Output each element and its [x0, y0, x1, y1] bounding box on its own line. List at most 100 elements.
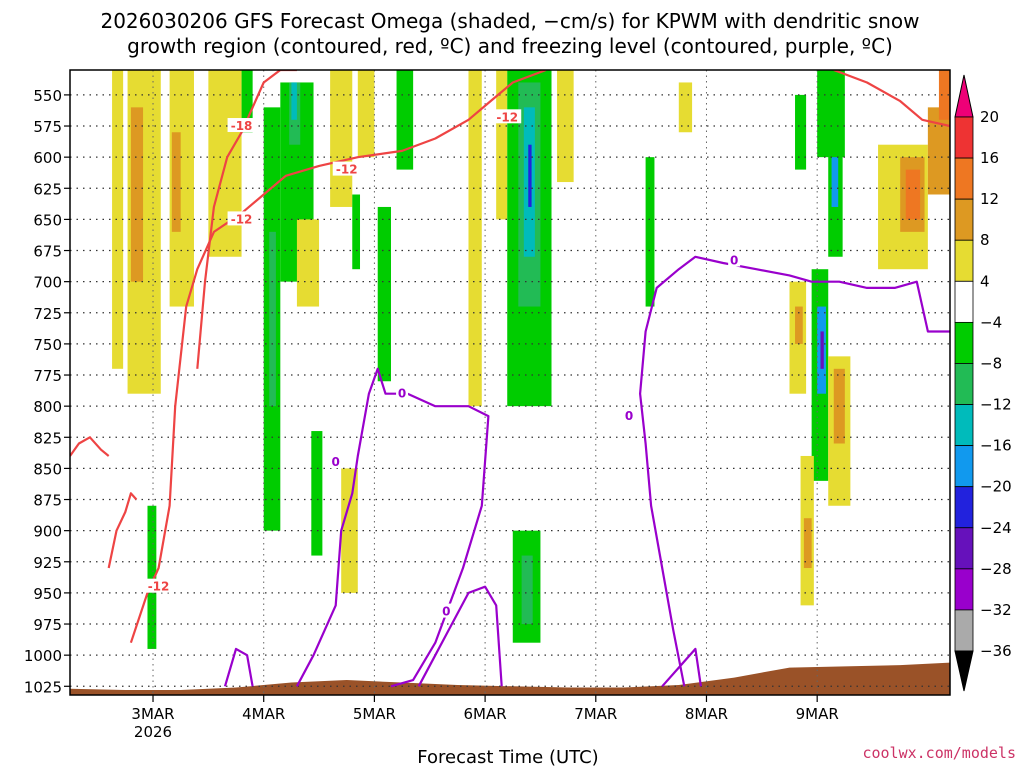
- y-tick-label-13: 875: [33, 492, 62, 510]
- dendritic-contour-0: [196, 70, 297, 369]
- colorbar-swatch-10: [954, 486, 974, 529]
- omega-cell-18: [352, 194, 361, 270]
- colorbar-swatch-9: [954, 445, 974, 488]
- dendritic-contour-label-bg-4: [493, 109, 522, 124]
- dendritic-contour-label-2: -12: [336, 163, 358, 177]
- colorbar-swatch-7: [954, 363, 974, 405]
- colorbar-label-9: −20: [980, 478, 1012, 496]
- omega-cell-7: [241, 70, 253, 133]
- freezing-contour-label-4: 0: [730, 253, 738, 267]
- colorbar-swatch-13: [954, 609, 974, 652]
- omega-cell-20: [396, 70, 414, 170]
- colorbar-label-6: −8: [980, 354, 1002, 372]
- omega-cell-44: [831, 157, 839, 207]
- omega-cell-13: [311, 431, 323, 556]
- y-tick-label-14: 900: [33, 523, 62, 541]
- x-tick-label-4: 7MAR: [574, 705, 617, 723]
- colorbar-label-11: −28: [980, 560, 1012, 578]
- y-tick-label-15: 925: [33, 554, 62, 572]
- y-tick-label-0: 550: [33, 87, 62, 105]
- omega-cell-12: [291, 82, 297, 120]
- dendritic-contour-4: [833, 70, 950, 128]
- colorbar-swatch-1: [954, 116, 974, 159]
- colorbar-label-0: 20: [980, 108, 999, 126]
- omega-cell-28: [521, 555, 533, 625]
- omega-cell-14: [296, 219, 320, 307]
- colorbar-label-1: 16: [980, 149, 999, 167]
- contours-layer: -18 -12 -12 -12 -12 0 0 0 0 0: [70, 70, 950, 688]
- colorbar-label-13: −36: [980, 642, 1012, 660]
- freezing-contour-label-1: 0: [398, 387, 406, 401]
- chart-title-line-2: growth region (contoured, red, ºC) and f…: [127, 34, 893, 58]
- dendritic-contour-label-bg-1: [227, 211, 256, 226]
- omega-cell-47: [905, 169, 921, 220]
- y-tick-label-1: 575: [33, 118, 62, 136]
- colorbar-label-12: −32: [980, 601, 1012, 619]
- y-tick-label-17: 975: [33, 616, 62, 634]
- freezing-contour-2: [417, 585, 503, 687]
- colorbar-swatch-8: [954, 404, 974, 447]
- colorbar-swatch-5: [954, 280, 974, 323]
- freezing-contour-0: [223, 647, 254, 687]
- omega-cell-32: [795, 94, 807, 170]
- colorbar-label-5: −4: [980, 313, 1002, 331]
- dendritic-contour-label-4: -12: [496, 110, 518, 124]
- dendritic-contour-label-1: -12: [231, 212, 253, 226]
- y-tick-label-8: 750: [33, 336, 62, 354]
- x-tick-label-1: 4MAR: [242, 705, 285, 723]
- colorbar: 20 16 12 8 4 −4 −8 −12 −16 −20 −24 −28 −32 −36: [954, 74, 1012, 692]
- plot-frame: [69, 69, 951, 696]
- omega-cell-9: [269, 231, 276, 407]
- colorbar-label-2: 12: [980, 190, 999, 208]
- colorbar-swatch-4: [954, 239, 974, 282]
- freezing-contour-4: [661, 647, 702, 688]
- pressure-axis: 550 575 600 625 650 675 700 725 750 775 800 825 850 8…: [24, 87, 70, 696]
- colorbar-label-4: 4: [980, 272, 990, 290]
- omega-cell-2: [130, 107, 144, 282]
- freezing-contour-1: [295, 367, 490, 688]
- dendritic-contour-3: [107, 492, 138, 569]
- chart-title-line-1: 2026030206 GFS Forecast Omega (shaded, −…: [100, 9, 919, 33]
- dendritic-contour-label-bg-0: [227, 118, 256, 133]
- freezing-contour-label-bg-0: [329, 454, 342, 469]
- freezing-contour-3: [639, 255, 950, 687]
- colorbar-label-3: 8: [980, 231, 990, 249]
- omega-cell-21: [468, 70, 482, 407]
- dendritic-contour-1: [129, 70, 547, 644]
- colorbar-top-arrow: [954, 74, 974, 118]
- omega-shading-layer: [112, 70, 950, 649]
- colorbar-label-8: −16: [980, 437, 1012, 455]
- y-tick-label-5: 675: [33, 243, 62, 261]
- dendritic-contour-2: [70, 436, 110, 457]
- x-tick-sublabel-0: 2026: [134, 723, 172, 741]
- omega-cell-40: [803, 518, 812, 569]
- colorbar-swatch-2: [954, 157, 974, 200]
- omega-cell-19: [377, 206, 392, 382]
- y-tick-label-2: 600: [33, 149, 62, 167]
- x-tick-label-3: 6MAR: [464, 705, 507, 723]
- omega-cell-26: [528, 144, 532, 207]
- colorbar-swatch-3: [954, 198, 974, 241]
- y-tick-label-6: 700: [33, 274, 62, 292]
- x-tick-label-5: 8MAR: [685, 705, 728, 723]
- freezing-contour-label-bg-3: [622, 408, 635, 423]
- colorbar-label-10: −24: [980, 519, 1012, 537]
- omega-cell-31: [678, 82, 693, 133]
- freezing-contour-label-bg-1: [396, 385, 409, 400]
- omega-cell-0: [112, 70, 124, 369]
- omega-cell-30: [645, 157, 655, 307]
- y-tick-label-19: 1025: [24, 678, 62, 696]
- freezing-contour-label-bg-2: [440, 603, 453, 618]
- freezing-contour-label-3: 0: [625, 409, 633, 423]
- y-tick-label-18: 1000: [24, 647, 62, 665]
- y-tick-label-10: 800: [33, 398, 62, 416]
- y-tick-label-3: 625: [33, 180, 62, 198]
- x-axis-title: Forecast Time (UTC): [417, 747, 598, 768]
- freezing-contour-label-2: 0: [442, 605, 450, 619]
- y-tick-label-12: 850: [33, 460, 62, 478]
- terrain-fill: [70, 662, 950, 695]
- dendritic-contour-label-bg-3: [144, 578, 173, 593]
- y-tick-label-4: 650: [33, 211, 62, 229]
